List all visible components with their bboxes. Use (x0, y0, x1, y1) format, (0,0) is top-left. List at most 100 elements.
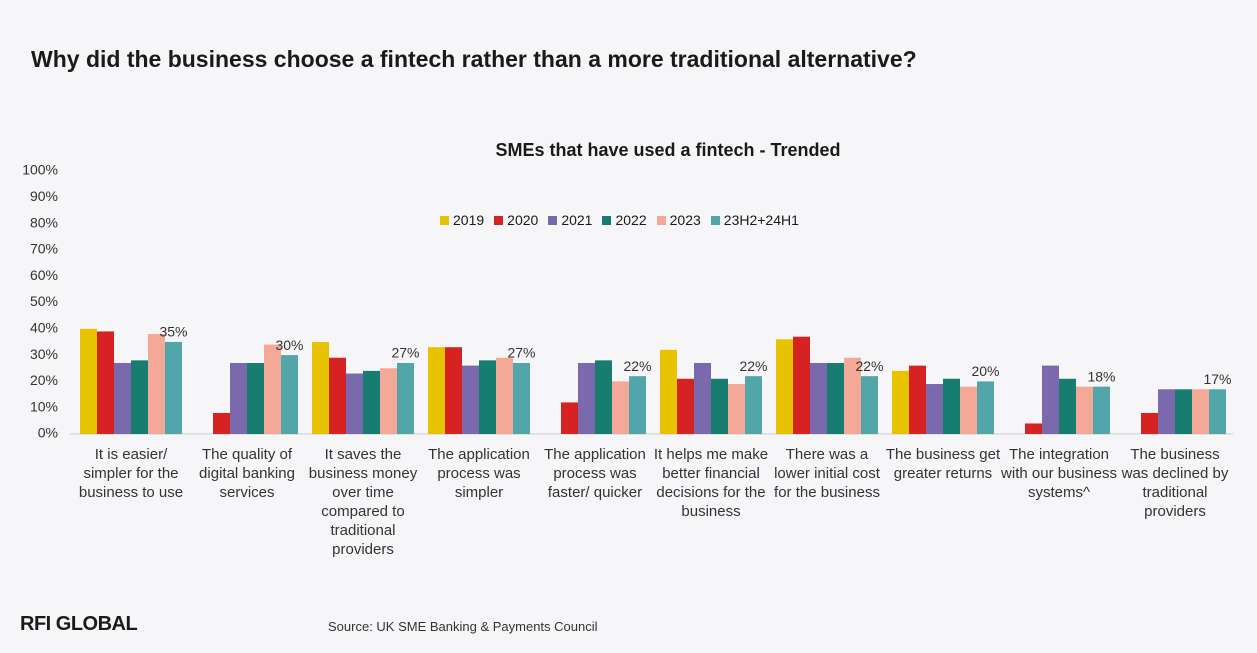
y-tick-label: 10% (30, 398, 58, 414)
bar (711, 378, 728, 434)
y-tick-label: 90% (30, 188, 58, 204)
y-tick-label: 70% (30, 241, 58, 257)
legend-swatch (656, 215, 666, 225)
bar (264, 344, 281, 434)
bar (1025, 423, 1042, 434)
y-tick-label: 40% (30, 320, 58, 336)
legend-item: 2020 (494, 212, 538, 228)
bar (462, 365, 479, 434)
legend-label: 2022 (615, 212, 647, 228)
bar (793, 336, 810, 434)
legend-label: 2023 (669, 212, 701, 228)
bar (114, 362, 131, 434)
legend-item: 2022 (602, 212, 647, 228)
bar (131, 360, 148, 434)
data-label: 22% (623, 358, 651, 374)
y-tick-label: 20% (30, 372, 58, 388)
x-tick-label: The business was declined by traditional… (1121, 446, 1229, 520)
data-label: 27% (507, 345, 535, 361)
bar (827, 362, 844, 434)
bar (1175, 389, 1192, 434)
x-tick-label: The application process was faster/ quic… (544, 446, 646, 501)
logo: RFI GLOBAL (20, 613, 138, 635)
bar (776, 339, 793, 434)
data-label: 35% (159, 324, 187, 340)
bar (892, 370, 909, 434)
bar (213, 412, 230, 434)
x-tick-label: The application process was simpler (428, 446, 530, 501)
bar (1158, 389, 1175, 434)
bar (629, 376, 646, 434)
bar (960, 386, 977, 434)
bar (861, 376, 878, 434)
bar (1093, 386, 1110, 434)
data-label: 27% (391, 345, 419, 361)
chart-subtitle: SMEs that have used a fintech - Trended (495, 140, 841, 160)
bar (1059, 378, 1076, 434)
y-tick-label: 0% (38, 425, 58, 441)
legend-label: 23H2+24H1 (723, 212, 799, 228)
data-label: 22% (855, 358, 883, 374)
bar (97, 331, 114, 434)
bar (363, 370, 380, 434)
y-tick-label: 100% (22, 162, 58, 178)
x-tick-label: It helps me make better financial decisi… (653, 446, 769, 520)
bar (312, 341, 329, 434)
x-tick-label: There was a lower initial cost for the b… (774, 446, 880, 501)
x-tick-label: It is easier/ simpler for the business t… (78, 446, 184, 501)
bar (380, 368, 397, 434)
bar (810, 362, 827, 434)
bar (909, 365, 926, 434)
bar (677, 378, 694, 434)
legend-label: 2020 (507, 212, 539, 228)
bar (660, 349, 677, 434)
bar (80, 328, 97, 434)
bar (561, 402, 578, 434)
bar (1042, 365, 1059, 434)
legend-swatch (548, 215, 558, 225)
x-tick-label: The integration with our business system… (1001, 446, 1117, 501)
bar (1209, 389, 1226, 434)
x-tick-label: The quality of digital banking services (199, 446, 295, 501)
bar (513, 362, 530, 434)
legend-item: 2019 (440, 212, 484, 228)
legend-item: 2021 (548, 212, 592, 228)
y-tick-label: 30% (30, 346, 58, 362)
bar (346, 373, 363, 434)
bar (926, 384, 943, 434)
legend-swatch (602, 215, 612, 225)
bar (329, 357, 346, 434)
bar (247, 362, 264, 434)
bar (612, 381, 629, 434)
legend: 2019 2020 2021 2022 2023 23H2+24H1 (440, 212, 799, 228)
bar (230, 362, 247, 434)
x-tick-label: The business get greater returns (885, 446, 1001, 482)
legend-item: 2023 (656, 212, 701, 228)
bar (496, 357, 513, 434)
source: Source: UK SME Banking & Payments Counci… (328, 619, 598, 634)
chart-title: Why did the business choose a fintech ra… (31, 46, 917, 72)
bar (1192, 389, 1209, 434)
bar (445, 347, 462, 434)
data-label: 17% (1203, 371, 1231, 387)
bar (694, 362, 711, 434)
data-label: 20% (971, 363, 999, 379)
legend-swatch (710, 215, 720, 225)
bar (281, 355, 298, 434)
data-label: 18% (1087, 368, 1115, 384)
y-tick-label: 60% (30, 267, 58, 283)
bar (148, 334, 165, 434)
bar (728, 384, 745, 434)
bar (165, 341, 182, 434)
legend-item: 23H2+24H1 (710, 212, 799, 228)
bar (943, 378, 960, 434)
bar (479, 360, 496, 434)
y-tick-label: 50% (30, 293, 58, 309)
bar (745, 376, 762, 434)
bar (428, 347, 445, 434)
bar (397, 362, 414, 434)
bar (1141, 412, 1158, 434)
data-label: 22% (739, 358, 767, 374)
